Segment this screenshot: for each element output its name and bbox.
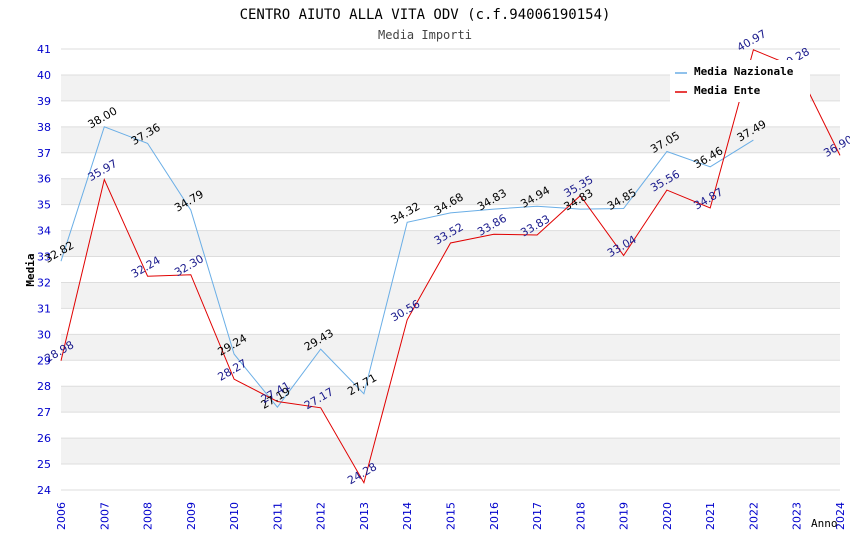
x-tick-label: 2013 (358, 502, 371, 530)
data-label-nazionale: 32.82 (42, 239, 76, 266)
series-lines (60, 49, 841, 484)
x-tick-label: 2008 (142, 502, 155, 530)
data-label-ente: 28.98 (42, 338, 76, 365)
grid-band (61, 282, 840, 309)
y-axis-ticks: 24 25 26 27 28 29 30 31 32 33 34 35 36 37 38 39 40 41 (37, 43, 51, 497)
x-tick-label: 2017 (531, 502, 544, 530)
y-tick-label: 36 (37, 173, 51, 186)
x-tick-label: 2016 (488, 502, 501, 530)
y-axis-label: Media (24, 253, 37, 286)
y-tick-label: 29 (37, 354, 51, 367)
y-tick-label: 27 (37, 406, 51, 419)
x-tick-label: 2012 (315, 502, 328, 530)
grid-band (61, 126, 840, 153)
x-tick-label: 2019 (618, 502, 631, 530)
legend-label-nazionale: Media Nazionale (694, 65, 794, 78)
chart-title: CENTRO AIUTO ALLA VITA ODV (c.f.94006190… (240, 7, 611, 23)
y-tick-label: 33 (37, 251, 51, 264)
y-tick-label: 31 (37, 302, 51, 315)
legend: Media Nazionale Media Ente (670, 60, 810, 102)
series-line-ente (60, 49, 841, 484)
x-tick-label: 2018 (574, 502, 587, 530)
y-tick-label: 24 (37, 484, 51, 497)
grid-band (61, 178, 840, 205)
y-tick-label: 32 (37, 276, 51, 289)
x-tick-label: 2022 (747, 502, 760, 530)
y-tick-label: 26 (37, 432, 51, 445)
grid-band (61, 438, 840, 465)
x-axis-ticks: 2006 2007 2008 2009 2010 2011 2012 2013 2014 2015… (55, 502, 847, 530)
y-tick-label: 35 (37, 199, 51, 212)
x-tick-label: 2010 (228, 502, 241, 530)
grid-band (61, 386, 840, 413)
y-tick-label: 37 (37, 147, 51, 160)
x-tick-label: 2009 (185, 502, 198, 530)
y-tick-label: 30 (37, 328, 51, 341)
y-tick-label: 28 (37, 380, 51, 393)
x-tick-label: 2024 (834, 502, 847, 530)
x-tick-label: 2014 (401, 502, 414, 530)
x-axis-label: Anno (811, 517, 838, 530)
y-tick-label: 38 (37, 121, 51, 134)
data-label-ente: 32.24 (129, 254, 163, 281)
y-tick-label: 34 (37, 225, 51, 238)
x-tick-label: 2023 (791, 502, 804, 530)
series-line-nazionale (60, 126, 754, 409)
y-tick-label: 40 (37, 69, 51, 82)
x-tick-label: 2015 (445, 502, 458, 530)
chart-subtitle: Media Importi (378, 28, 472, 42)
y-tick-label: 41 (37, 43, 51, 56)
x-tick-label: 2011 (271, 502, 284, 530)
legend-label-ente: Media Ente (694, 84, 761, 97)
x-tick-label: 2020 (661, 502, 674, 530)
x-tick-label: 2006 (55, 502, 68, 530)
grid-band (61, 334, 840, 361)
data-label-ente: 40.97 (735, 27, 769, 54)
y-tick-label: 25 (37, 458, 51, 471)
x-tick-label: 2021 (704, 502, 717, 530)
x-tick-label: 2007 (98, 502, 111, 530)
legend-box (670, 60, 810, 102)
y-tick-label: 39 (37, 95, 51, 108)
